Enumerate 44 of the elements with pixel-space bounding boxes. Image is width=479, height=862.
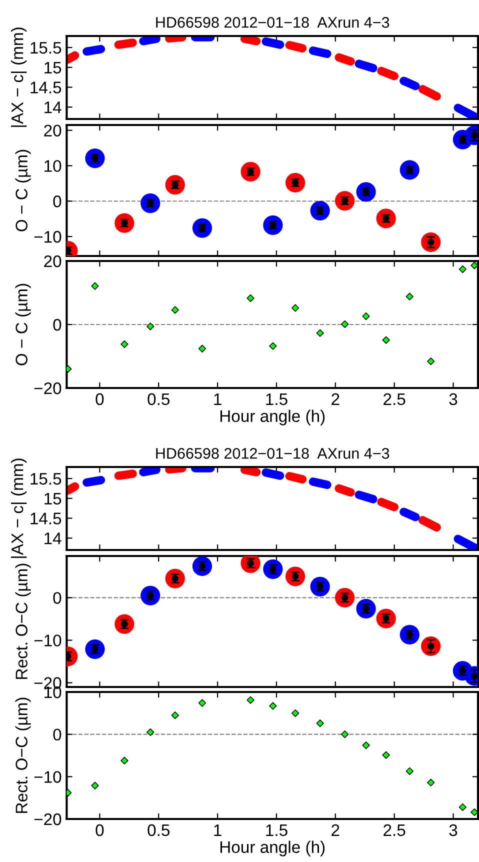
y-axis-title: O − C (µm) — [15, 150, 31, 232]
y-tick-label: 0 — [53, 592, 62, 604]
x-tick-label: 1 — [214, 824, 222, 836]
y-tick-label: 15 — [44, 492, 62, 505]
x-tick-label: 0 — [96, 824, 104, 836]
y-tick-label: 0 — [53, 728, 62, 741]
y-tick-label: 0 — [53, 318, 62, 331]
x-tick-label: 0.5 — [148, 824, 170, 836]
y-axis-title: |AX − c| (mm) — [11, 28, 27, 127]
y-tick-label: 15.5 — [30, 42, 62, 54]
y-tick-label: 14 — [44, 532, 62, 544]
y-tick-label: 14.5 — [30, 512, 62, 524]
x-tick-label: 2.5 — [384, 824, 406, 836]
y-axis-title: Rect. O−C (µm) — [15, 564, 31, 679]
x-tick-label: 1.5 — [266, 393, 288, 406]
y-axis-title: |AX − c| (mm) — [11, 458, 27, 558]
y-tick-label: 15.5 — [30, 473, 62, 485]
y-tick-label: −20 — [34, 813, 62, 826]
y-tick-label: 20 — [44, 124, 62, 137]
y-tick-label: 10 — [44, 160, 62, 172]
x-tick-label: 3 — [449, 824, 458, 836]
x-tick-label: 2.5 — [384, 393, 406, 406]
y-tick-label: 0 — [53, 196, 62, 208]
y-axis-title: O − C (µm) — [15, 284, 31, 366]
y-tick-label: −20 — [34, 382, 62, 394]
y-axis-title: Rect. O−C (µm) — [15, 698, 31, 813]
x-tick-label: 1.5 — [266, 824, 288, 836]
x-tick-label: 3 — [449, 393, 458, 406]
y-tick-label: 20 — [44, 255, 62, 268]
x-tick-label: 0.5 — [148, 393, 170, 406]
x-tick-label: 1 — [214, 393, 222, 405]
x-tick-label: 2 — [332, 393, 340, 405]
y-tick-label: −10 — [34, 230, 62, 243]
x-axis-title: Hour angle (h) — [220, 840, 325, 856]
x-axis-title: Hour angle (h) — [220, 410, 325, 426]
chart-title: HD66598 2012−01−18 AXrun 4−3 — [156, 17, 390, 28]
y-tick-label: 14.5 — [30, 82, 62, 94]
chart-title: HD66598 2012−01−18 AXrun 4−3 — [156, 448, 390, 459]
y-tick-label: −10 — [34, 771, 62, 783]
y-tick-label: 14 — [44, 102, 62, 114]
x-tick-label: 0 — [96, 393, 104, 406]
x-tick-label: 2 — [332, 824, 340, 836]
y-tick-label: 15 — [44, 62, 62, 74]
y-tick-label: −10 — [34, 634, 62, 646]
